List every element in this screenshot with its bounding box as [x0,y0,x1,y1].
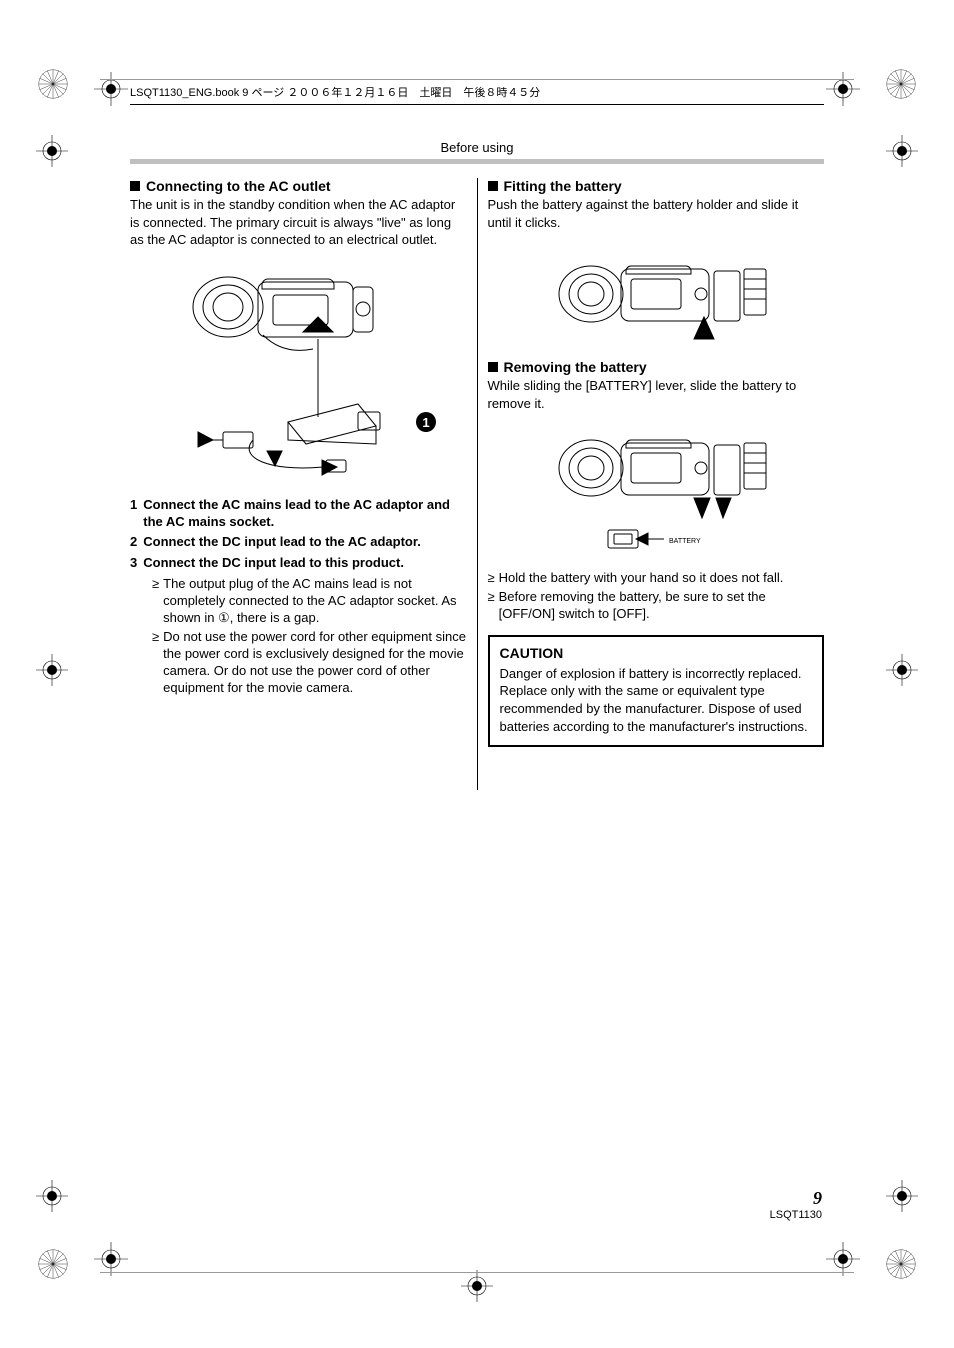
registration-mark-tr [882,65,920,103]
illustration-ac-adaptor: 1 [130,257,467,487]
crosshair-icon [36,135,68,167]
page-footer: 9 LSQT1130 [770,1188,822,1221]
crosshair-icon [886,1180,918,1212]
crosshair-icon [886,135,918,167]
step-1: 1Connect the AC mains lead to the AC ada… [130,497,467,531]
caution-body: Danger of explosion if battery is incorr… [500,665,813,735]
document-header: LSQT1130_ENG.book 9 ページ ２００６年１２月１６日 土曜日 … [130,84,824,105]
numbered-steps: 1Connect the AC mains lead to the AC ada… [130,497,467,573]
fitting-text: Push the battery against the battery hol… [488,196,825,231]
removing-text: While sliding the [BATTERY] lever, slide… [488,377,825,412]
illustration-remove-battery: BATTERY [488,420,825,560]
crosshair-icon [461,1270,493,1302]
page-number: 9 [770,1188,822,1209]
registration-mark-bl [34,1245,72,1283]
square-bullet-icon [488,362,498,372]
note-item: Hold the battery with your hand so it do… [488,570,825,587]
column-divider [477,178,478,790]
left-column: Connecting to the AC outlet The unit is … [130,178,467,790]
subheading-ac-outlet: Connecting to the AC outlet [130,178,467,194]
square-bullet-icon [488,181,498,191]
sub-note: Do not use the power cord for other equi… [152,629,467,697]
step-3-notes: The output plug of the AC mains lead is … [152,576,467,696]
square-bullet-icon [130,181,140,191]
caution-box: CAUTION Danger of explosion if battery i… [488,635,825,747]
subheading-text: Removing the battery [504,359,647,375]
doc-code: LSQT1130 [770,1209,822,1221]
content-area: Connecting to the AC outlet The unit is … [130,178,824,790]
subheading-removing-battery: Removing the battery [488,359,825,375]
step-3: 3Connect the DC input lead to this produ… [130,555,467,572]
caution-title: CAUTION [500,645,813,661]
note-item: Before removing the battery, be sure to … [488,589,825,623]
subheading-text: Fitting the battery [504,178,622,194]
section-title: Before using [130,140,824,170]
subheading-text: Connecting to the AC outlet [146,178,331,194]
sub-note: The output plug of the AC mains lead is … [152,576,467,627]
subheading-fitting-battery: Fitting the battery [488,178,825,194]
intro-text: The unit is in the standby condition whe… [130,196,467,249]
crosshair-icon [36,654,68,686]
battery-notes: Hold the battery with your hand so it do… [488,570,825,623]
crosshair-icon [36,1180,68,1212]
step-2: 2Connect the DC input lead to the AC ada… [130,534,467,551]
registration-mark-br [882,1245,920,1283]
registration-mark-tl [34,65,72,103]
right-column: Fitting the battery Push the battery aga… [488,178,825,790]
illustration-fit-battery [488,239,825,349]
battery-lever-label: BATTERY [669,538,701,545]
crosshair-icon [886,654,918,686]
callout-1: 1 [423,415,430,430]
